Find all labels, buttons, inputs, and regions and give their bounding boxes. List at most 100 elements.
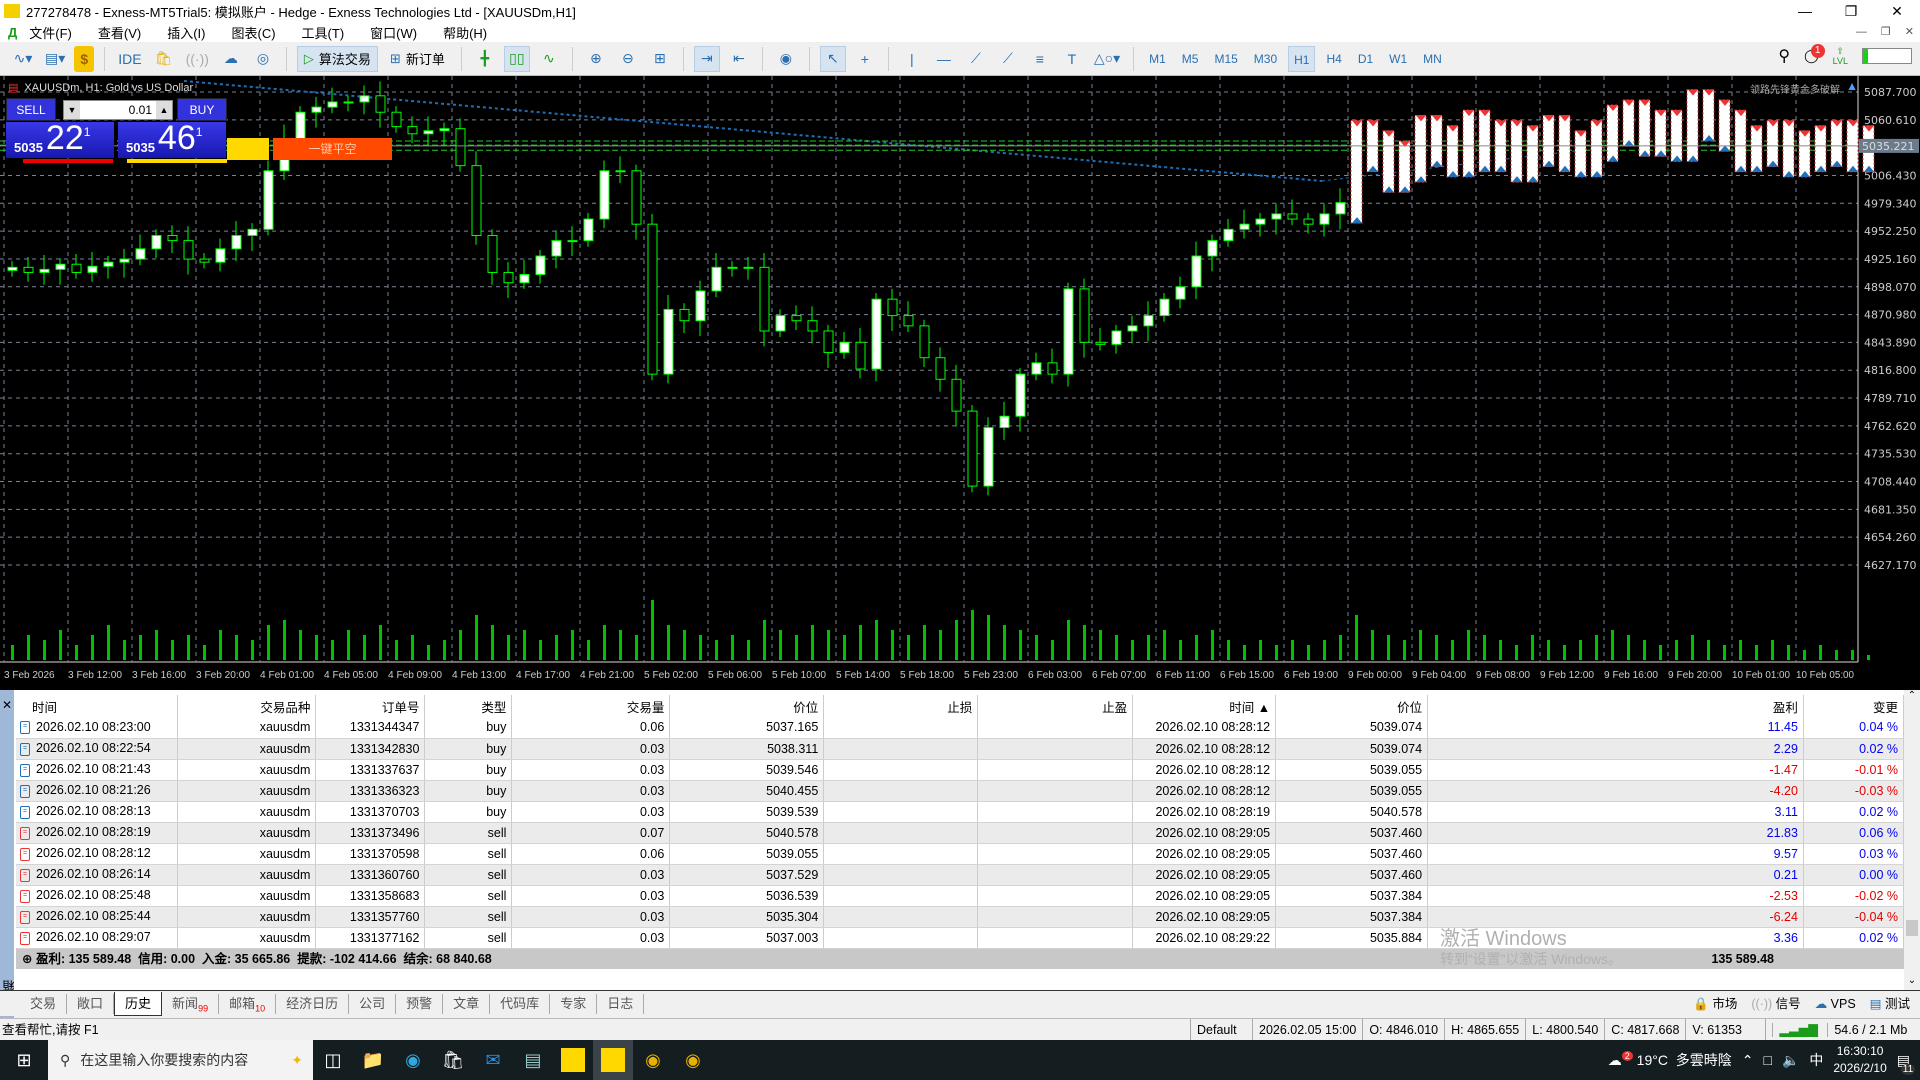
column-header[interactable]: 价位 [1275, 695, 1429, 717]
chart-canvas[interactable]: 5087.700 5060.610 5006.430 4979.340 4952.250… [0, 76, 1920, 690]
tab-10[interactable]: 专家 [550, 993, 598, 1014]
vertical-scrollbar[interactable]: ⌃ ⌄ [1904, 690, 1920, 990]
lot-value[interactable]: 0.01 [128, 103, 152, 117]
lot-size-input[interactable]: ▼ 0.01 ▲ [63, 100, 173, 120]
market-link[interactable]: 🔒 市场 [1693, 991, 1737, 1017]
tab-2[interactable]: 历史 [114, 991, 163, 1016]
timeframe-m15[interactable]: M15 [1214, 51, 1238, 66]
bid-price-button[interactable]: 5035 22 1 [6, 121, 114, 158]
network-icon[interactable]: □ [1763, 1052, 1772, 1068]
timeframe-m1[interactable]: M1 [1149, 51, 1166, 66]
mdi-minimize-button[interactable]: — [1855, 26, 1867, 38]
zoom-out-icon[interactable]: ⊖ [621, 50, 634, 66]
chart-shift-icon[interactable]: ⇤ [732, 50, 745, 66]
volume-icon[interactable]: 🔈 [1781, 1051, 1800, 1068]
tab-3[interactable]: 新闻99 [162, 993, 220, 1014]
column-header[interactable]: 时间 [16, 695, 179, 717]
tab-11[interactable]: 日志 [597, 993, 645, 1014]
history-row[interactable]: = 2026.02.10 08:28:12 xauusdm 1331370598 sel… [16, 843, 1905, 865]
minimize-button[interactable]: — [1798, 3, 1812, 19]
fibonacci-icon[interactable]: ≡ [1035, 50, 1044, 67]
menu-help[interactable]: 帮助(H) [443, 25, 488, 41]
column-header[interactable]: 止盈 [977, 695, 1134, 717]
menu-window[interactable]: 窗口(W) [370, 25, 418, 41]
column-header[interactable]: 订单号 [315, 695, 426, 717]
chart-template-icon[interactable]: ▤▾ [45, 50, 66, 66]
auto-scroll-icon[interactable]: ⇥ [693, 45, 720, 72]
menu-chart[interactable]: 图表(C) [231, 25, 276, 41]
close-long-button[interactable] [227, 138, 269, 160]
tab-4[interactable]: 邮箱10 [219, 993, 277, 1014]
timeframe-mn[interactable]: MN [1423, 51, 1442, 66]
algo-trading-button[interactable]: ▷ 算法交易 [296, 45, 378, 72]
buy-button[interactable]: BUY [177, 98, 227, 121]
notifications-icon[interactable]: ◯ 1 [1804, 44, 1825, 64]
ime-indicator[interactable]: 中 [1809, 1052, 1824, 1068]
equidistant-channel-icon[interactable]: ⟋ [1002, 50, 1013, 66]
windows-start-icon[interactable]: ⊞ [16, 1049, 32, 1070]
text-icon[interactable]: T [1067, 50, 1077, 67]
notepad-icon[interactable]: ▤ [524, 1049, 542, 1070]
history-row[interactable]: = 2026.02.10 08:21:26 xauusdm 1331336323 buy… [16, 780, 1905, 802]
column-header[interactable]: 交易品种 [177, 695, 317, 717]
search-icon[interactable]: ⚲ [1778, 48, 1791, 65]
history-row[interactable]: = 2026.02.10 08:25:44 xauusdm 1331357760 sel… [16, 906, 1905, 928]
tray-overflow-icon[interactable]: ⌃ [1741, 1051, 1754, 1068]
history-row[interactable]: = 2026.02.10 08:22:54 xauusdm 1331342830 buy… [16, 738, 1905, 760]
timeframe-m30[interactable]: M30 [1253, 51, 1278, 66]
menu-file[interactable]: 文件(F) [29, 25, 72, 41]
timeframe-d1[interactable]: D1 [1357, 51, 1374, 66]
timeframe-h4[interactable]: H4 [1326, 51, 1342, 66]
dollar-icon[interactable]: $ [74, 45, 95, 72]
history-row[interactable]: = 2026.02.10 08:25:48 xauusdm 1331358683 sel… [16, 885, 1905, 907]
tester-link[interactable]: ▤ 测试 [1870, 991, 1910, 1017]
notification-center-icon[interactable]: ▤ 11 [1896, 1051, 1916, 1075]
horizontal-line-icon[interactable]: — [936, 50, 951, 67]
close-all-short-button[interactable]: 一键平空 [273, 138, 392, 160]
bar-chart-icon[interactable]: ╋ [480, 50, 490, 66]
connection-status[interactable]: ▂▃▅▇ 54.6 / 2.1 Mb [1765, 1019, 1919, 1041]
price-chart[interactable]: 5087.700 5060.610 5006.430 4979.340 4952.250… [0, 76, 1920, 690]
vps-link[interactable]: ☁ VPS [1815, 991, 1856, 1017]
mdi-restore-button[interactable]: ❐ [1880, 26, 1891, 38]
microsoft-store-icon[interactable]: 🛍 [441, 1049, 465, 1070]
tab-6[interactable]: 公司 [349, 993, 397, 1014]
tab-9[interactable]: 代码库 [490, 993, 551, 1014]
copilot-sparkle-icon[interactable]: ✦ [291, 1051, 303, 1068]
mail-icon[interactable]: ✉ [485, 1049, 501, 1070]
edge-browser-icon[interactable]: ◉ [405, 1049, 421, 1070]
expand-icon[interactable]: ⊕ [22, 952, 36, 966]
lot-increase-button[interactable]: ▲ [156, 101, 172, 119]
lot-decrease-button[interactable]: ▼ [64, 101, 80, 119]
shapes-menu-icon[interactable]: △○▾ [1093, 50, 1121, 66]
menu-tools[interactable]: 工具(T) [301, 25, 345, 41]
crosshair-icon[interactable]: + [860, 50, 869, 67]
cursor-icon[interactable]: ↖ [819, 45, 846, 72]
tab-5[interactable]: 经济日历 [276, 993, 350, 1014]
history-row[interactable]: = 2026.02.10 08:26:14 xauusdm 1331360760 sel… [16, 864, 1905, 886]
screenshot-icon[interactable]: ◉ [779, 50, 792, 66]
tab-0[interactable]: 交易 [20, 993, 68, 1014]
file-explorer-icon[interactable]: 📁 [361, 1049, 385, 1070]
menu-insert[interactable]: 插入(I) [167, 25, 206, 41]
lvl-icon[interactable]: ⇧ LVL [1832, 46, 1848, 66]
market-bag-icon[interactable]: 🛍 [154, 50, 173, 66]
timeframe-m5[interactable]: M5 [1181, 51, 1199, 66]
taskbar-clock[interactable]: 16:30:10 2026/2/10 [1833, 1043, 1886, 1077]
column-header[interactable]: 止损 [823, 695, 979, 717]
add-signal-icon[interactable]: ◎ [256, 50, 270, 66]
tab-8[interactable]: 文章 [443, 993, 491, 1014]
column-header[interactable]: 类型 [424, 695, 513, 717]
exness-terminal-icon[interactable] [553, 1040, 593, 1080]
timeframe-w1[interactable]: W1 [1389, 51, 1408, 66]
menu-view[interactable]: 查看(V) [97, 25, 142, 41]
line-chart-icon[interactable]: ∿ [542, 50, 555, 66]
column-header[interactable]: 交易量 [511, 695, 671, 717]
exness-terminal-active-icon[interactable] [593, 1040, 633, 1080]
task-view-icon[interactable]: ◫ [324, 1049, 342, 1070]
mdi-close-button[interactable]: ✕ [1904, 26, 1914, 38]
candlestick-chart-icon[interactable]: ▯▯ [503, 45, 530, 72]
column-header[interactable]: 盈利 [1427, 695, 1804, 717]
ask-price-button[interactable]: 5035 46 1 [118, 121, 226, 158]
vps-cloud-icon[interactable]: ☁ [223, 50, 238, 66]
